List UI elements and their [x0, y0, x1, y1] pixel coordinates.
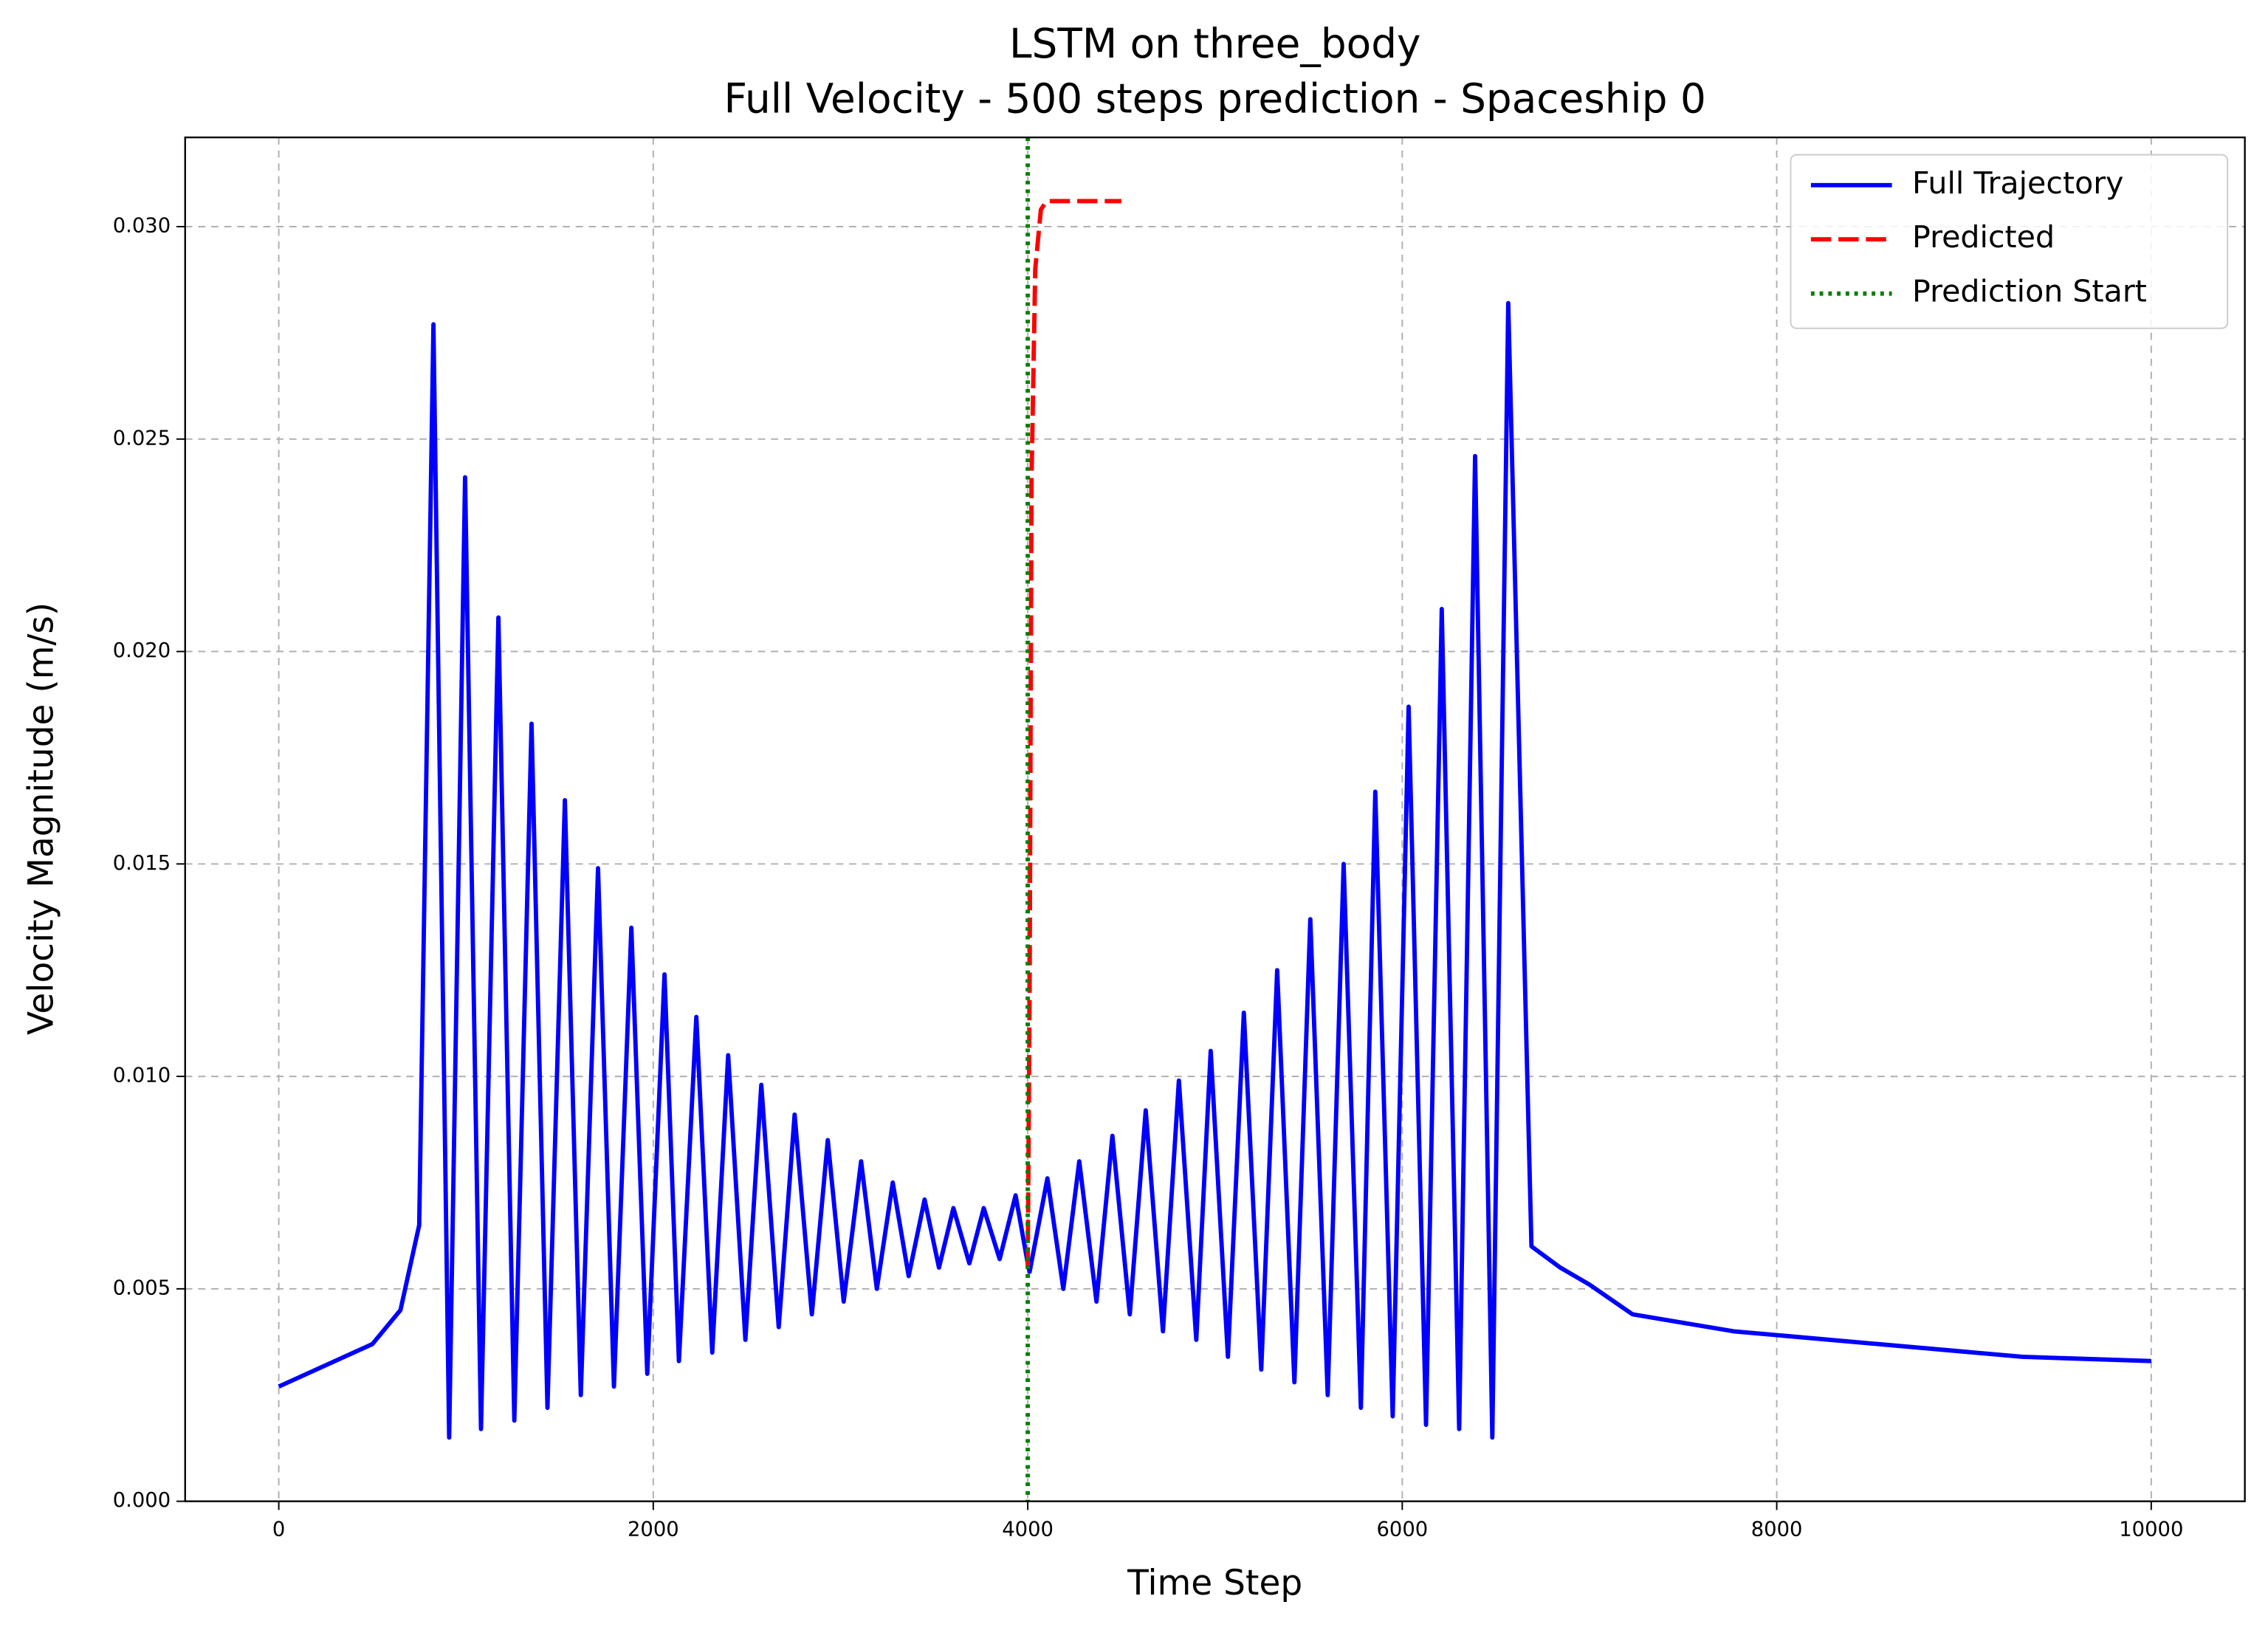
plot-area: [278, 137, 2151, 1502]
x-tick-label: 10000: [2119, 1518, 2183, 1541]
axes-frame: [184, 136, 2246, 1502]
y-tick-label: 0.025: [113, 427, 171, 450]
legend-label: Predicted: [1912, 219, 2055, 255]
legend-label: Full Trajectory: [1912, 165, 2123, 201]
x-tick-label: 2000: [628, 1518, 679, 1541]
x-tick-label: 8000: [1751, 1518, 1803, 1541]
data-line: [278, 300, 2151, 1440]
y-tick-label: 0.015: [113, 852, 171, 875]
x-tick-label: 6000: [1376, 1518, 1428, 1541]
y-tick-label: 0.010: [113, 1065, 171, 1087]
y-axis-label: Velocity Magnitude (m/s): [21, 602, 61, 1035]
y-tick-label: 0.000: [113, 1489, 171, 1512]
chart-title: LSTM on three_body: [1009, 20, 1421, 67]
legend-box: [1790, 154, 2229, 329]
axes: 0 2000 4000 6000 8000 10000 0.000 0.005 0.010 0.0…: [113, 214, 2184, 1541]
y-tick-label: 0.030: [113, 214, 171, 237]
y-tick-label: 0.020: [113, 639, 171, 662]
x-axis-label: Time Step: [1127, 1563, 1302, 1603]
legend-label: Prediction Start: [1912, 274, 2147, 309]
x-tick-label: 0: [272, 1518, 285, 1541]
x-tick-label: 4000: [1002, 1518, 1054, 1541]
chart-subtitle: Full Velocity - 500 steps prediction - S…: [724, 75, 1706, 122]
legend: Full Trajectory Predicted Prediction Start: [1790, 154, 2229, 329]
y-tick-label: 0.005: [113, 1276, 171, 1299]
